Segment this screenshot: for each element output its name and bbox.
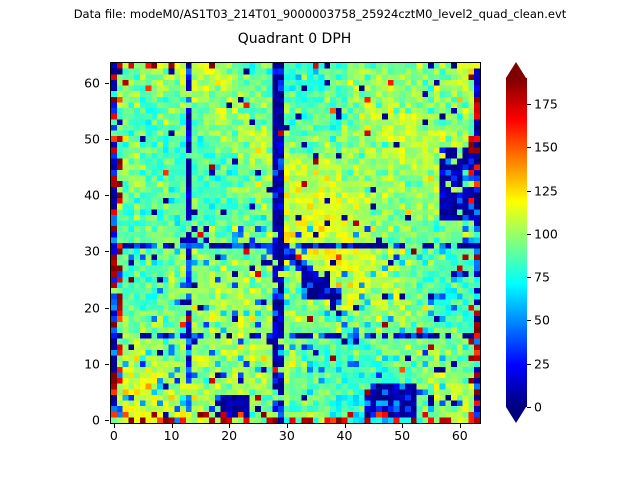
y-tick-label: 10 bbox=[84, 356, 100, 372]
x-tick-mark bbox=[286, 424, 288, 428]
colorbar-under-arrow-icon bbox=[506, 407, 526, 423]
colorbar-tick-label: 100 bbox=[534, 226, 558, 242]
colorbar-tick-mark bbox=[527, 320, 531, 322]
colorbar-tick-mark bbox=[527, 407, 531, 408]
colorbar-tick-mark bbox=[527, 233, 531, 235]
colorbar-tick-mark bbox=[527, 277, 531, 279]
y-tick-mark bbox=[105, 195, 109, 197]
x-tick-label: 0 bbox=[109, 428, 118, 443]
y-tick-mark bbox=[105, 138, 109, 140]
colorbar-tick-label: 125 bbox=[534, 183, 558, 199]
y-tick-mark bbox=[105, 307, 109, 309]
colorbar-gradient bbox=[506, 78, 527, 407]
x-tick-label: 30 bbox=[278, 428, 295, 443]
colorbar-tick-mark bbox=[527, 147, 531, 149]
x-tick-mark bbox=[229, 424, 231, 428]
heatmap-axes[interactable] bbox=[110, 62, 481, 424]
colorbar-body bbox=[506, 78, 527, 407]
x-tick-mark bbox=[171, 424, 173, 428]
colorbar-tick-label: 25 bbox=[534, 356, 550, 372]
colorbar[interactable] bbox=[506, 62, 527, 423]
x-tick-label: 60 bbox=[451, 428, 468, 443]
x-tick-mark bbox=[344, 424, 346, 428]
y-tick-label: 40 bbox=[84, 187, 100, 203]
x-tick-mark bbox=[113, 424, 115, 428]
x-tick-label: 10 bbox=[163, 428, 180, 443]
y-tick-label: 50 bbox=[84, 131, 100, 147]
y-tick-mark bbox=[105, 251, 109, 253]
y-tick-label: 0 bbox=[92, 412, 100, 428]
colorbar-tick-label: 175 bbox=[534, 96, 558, 112]
x-tick-label: 40 bbox=[336, 428, 353, 443]
colorbar-tick-mark bbox=[527, 363, 531, 365]
colorbar-tick-mark bbox=[527, 190, 531, 192]
y-tick-label: 20 bbox=[84, 300, 100, 316]
x-tick-label: 50 bbox=[394, 428, 411, 443]
y-tick-label: 60 bbox=[84, 75, 100, 91]
y-tick-mark bbox=[105, 363, 109, 365]
colorbar-over-arrow-icon bbox=[506, 62, 526, 78]
x-tick-mark bbox=[402, 424, 404, 428]
page-title: Quadrant 0 DPH bbox=[237, 31, 352, 47]
heatmap-image[interactable] bbox=[111, 63, 480, 423]
x-tick-mark bbox=[459, 424, 461, 428]
y-tick-mark bbox=[105, 82, 109, 84]
colorbar-tick-label: 0 bbox=[534, 399, 542, 415]
x-tick-label: 20 bbox=[221, 428, 238, 443]
figure-suptitle: Data file: modeM0/AS1T03_214T01_90000037… bbox=[73, 7, 567, 21]
y-tick-label: 30 bbox=[84, 243, 100, 259]
y-tick-mark bbox=[105, 420, 109, 422]
colorbar-tick-label: 150 bbox=[534, 139, 558, 155]
colorbar-tick-label: 75 bbox=[534, 269, 550, 285]
colorbar-tick-mark bbox=[527, 103, 531, 105]
colorbar-tick-label: 50 bbox=[534, 312, 550, 328]
